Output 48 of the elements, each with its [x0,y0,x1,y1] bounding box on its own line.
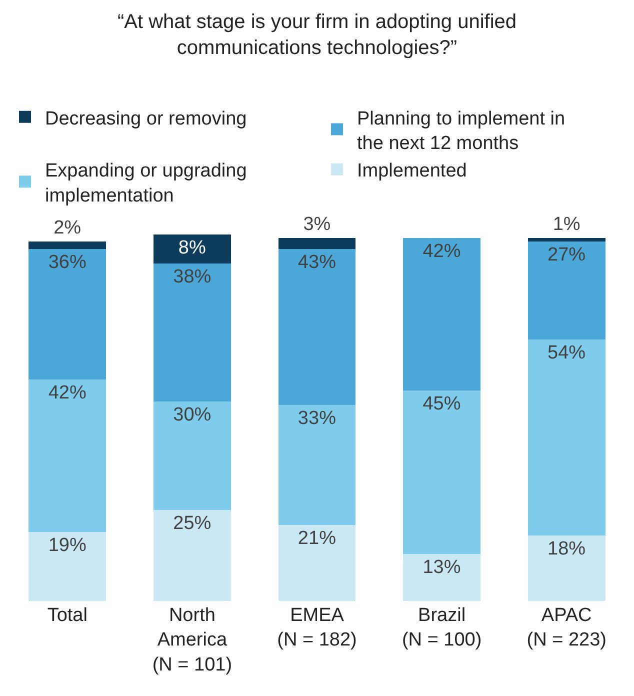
data-label: 33% [298,408,336,429]
data-label: 54% [548,342,586,364]
x-tick-label: APAC (N = 223) [526,605,606,651]
bar [154,510,231,601]
bar [528,536,606,601]
bar [528,242,606,340]
x-tick-label: Brazil (N = 100) [402,605,482,651]
bar [278,248,356,405]
data-label: 8% [178,237,206,258]
bar [403,390,480,554]
bar [278,524,356,601]
data-label: 45% [422,393,461,414]
data-label: 1% [552,214,580,235]
data-label: 38% [173,266,212,288]
data-label: 19% [48,535,86,556]
chart-title: “At what stage is your firm in adopting unified communications technologies?” [117,10,517,59]
data-label: 30% [173,404,212,426]
bar [154,401,231,510]
x-tick-label: Total [47,605,88,626]
data-label: 27% [548,244,586,266]
data-label: 21% [298,528,336,549]
data-label: 13% [422,556,461,578]
data-label: 25% [173,513,212,534]
data-label: 3% [303,214,331,235]
x-tick-label: North America (N = 101) [152,605,232,676]
bar [278,404,356,525]
bar [28,248,106,380]
legend-label: Planning to implement in the next 12 months [357,108,566,154]
legend-label: Decreasing or removing [45,108,247,130]
bar [28,380,106,532]
bar [278,238,356,249]
data-label: 42% [422,240,461,262]
bar [28,242,106,249]
data-label: 42% [48,382,86,404]
data-label: 18% [548,538,586,560]
bar [154,263,231,402]
bar [403,554,480,601]
data-label: 36% [48,252,86,273]
bar [28,532,106,601]
bar [154,234,231,264]
x-tick-label: EMEA (N = 182) [277,605,357,651]
legend-label: Expanding or upgrading implementation [45,160,247,206]
bar [403,238,480,390]
data-label: 2% [54,218,82,239]
data-label: 43% [298,252,336,273]
legend-label: Implemented [357,160,467,182]
bar [528,340,606,536]
bar [528,238,606,242]
